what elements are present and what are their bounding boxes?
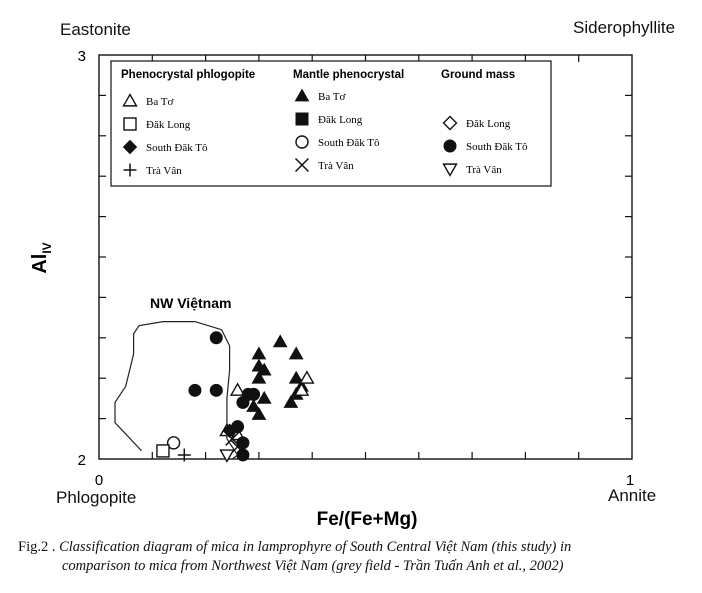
legend-entry-label: Đăk Long — [146, 119, 191, 131]
legend-marker-cross — [294, 157, 310, 173]
nw-vietnam-label: NW Việtnam — [150, 295, 231, 311]
y-tick-label-top: 3 — [78, 48, 86, 65]
x-tick-label-left: 0 — [95, 472, 103, 489]
legend-marker-square-filled — [295, 112, 309, 126]
y-tick-label-bottom: 2 — [78, 452, 86, 469]
legend-entry-label: Ba Tơ — [318, 91, 345, 103]
legend-box — [110, 60, 552, 187]
legend-entry-label: Ba Tơ — [146, 96, 173, 108]
legend-group-title: Phenocrystal phlogopite — [121, 69, 255, 81]
corner-label-annite: Annite — [608, 486, 657, 505]
legend-marker-triangle-filled — [294, 88, 310, 102]
legend-entry-label: South Đăk Tô — [466, 141, 528, 153]
y-axis-label-main: Al — [29, 254, 51, 274]
corner-label-phlogopite: Phlogopite — [56, 488, 137, 507]
caption-line-1: Classification diagram of mica in lampro… — [59, 539, 572, 555]
legend-marker-triangle-open — [122, 93, 138, 107]
data-point-triangle-open — [229, 382, 246, 396]
data-point-triangle-filled — [288, 370, 304, 384]
data-points — [156, 331, 315, 463]
data-point-triangle-filled — [272, 334, 288, 348]
data-point-triangle-filled — [246, 398, 261, 412]
legend-entry-label: Trà Vân — [146, 165, 182, 177]
data-point-triangle-filled — [251, 407, 267, 420]
data-point-triangle-filled — [288, 346, 304, 360]
legend-entry-label: Trà Vân — [318, 160, 354, 172]
data-point-triangle-filled — [283, 394, 299, 408]
data-point-circle-filled — [188, 383, 202, 397]
data-point-circle-filled — [236, 395, 250, 409]
legend-entry-label: South Đăk Tô — [146, 142, 208, 154]
corner-label-eastonite: Eastonite — [60, 20, 131, 39]
data-point-circle-filled — [209, 331, 223, 345]
data-point-circle-filled — [209, 383, 223, 397]
caption-label: Fig.2 . — [18, 539, 56, 555]
data-point-triangle-open — [299, 370, 315, 384]
nw-vietnam-field — [114, 321, 239, 460]
legend-marker-diamond-filled — [122, 139, 138, 155]
axis-ticks — [99, 55, 632, 459]
data-point-triangle-open — [293, 382, 310, 396]
data-point-triangle-filled — [256, 390, 272, 404]
data-point-cross — [225, 431, 240, 446]
data-point-square-open — [156, 444, 170, 458]
caption-line-2: comparison to mica from Northwest Việt N… — [62, 558, 564, 574]
data-point-triangle-filled — [251, 370, 267, 384]
legend-entry-label: Đăk Long — [318, 114, 363, 126]
legend-marker-triangle-down-open — [442, 163, 458, 177]
legend-marker-plus — [123, 163, 137, 177]
figure-caption: Fig.2 . Classification diagram of mica i… — [18, 538, 688, 576]
legend-entry-label: South Đăk Tô — [318, 137, 380, 149]
data-point-triangle-filled — [251, 346, 267, 360]
legend-marker-diamond-open — [442, 115, 458, 131]
data-point-circle-filled — [236, 448, 250, 462]
legend-group-title: Mantle phenocrystal — [293, 69, 404, 81]
x-axis-label: Fe/(Fe+Mg) — [317, 509, 418, 530]
legend-entry-label: Đăk Long — [466, 118, 511, 130]
legend-marker-circle-open — [295, 135, 309, 149]
legend-marker-circle-filled — [443, 139, 457, 153]
legend: Phenocrystal phlogopite Ba Tơ Đăk Long Sout… — [110, 60, 552, 187]
data-point-plus — [177, 448, 191, 462]
legend-entries: Phenocrystal phlogopite Ba Tơ Đăk Long Sout… — [121, 69, 528, 177]
y-axis-label: AlIV — [29, 242, 54, 273]
corner-label-siderophyllite: Siderophyllite — [573, 18, 676, 37]
data-point-triangle-filled — [256, 362, 272, 376]
data-point-circle-filled — [247, 387, 261, 401]
legend-entry-label: Trà Vân — [466, 164, 502, 176]
data-point-triangle-down-open — [219, 449, 235, 463]
legend-group-title: Ground mass — [441, 69, 515, 81]
data-point-circle-open — [166, 436, 181, 450]
data-point-diamond-filled — [222, 423, 237, 438]
legend-marker-square-open — [123, 117, 137, 131]
y-axis-label-sub: IV — [40, 242, 54, 253]
x-tick-label-right: 1 — [626, 472, 634, 489]
